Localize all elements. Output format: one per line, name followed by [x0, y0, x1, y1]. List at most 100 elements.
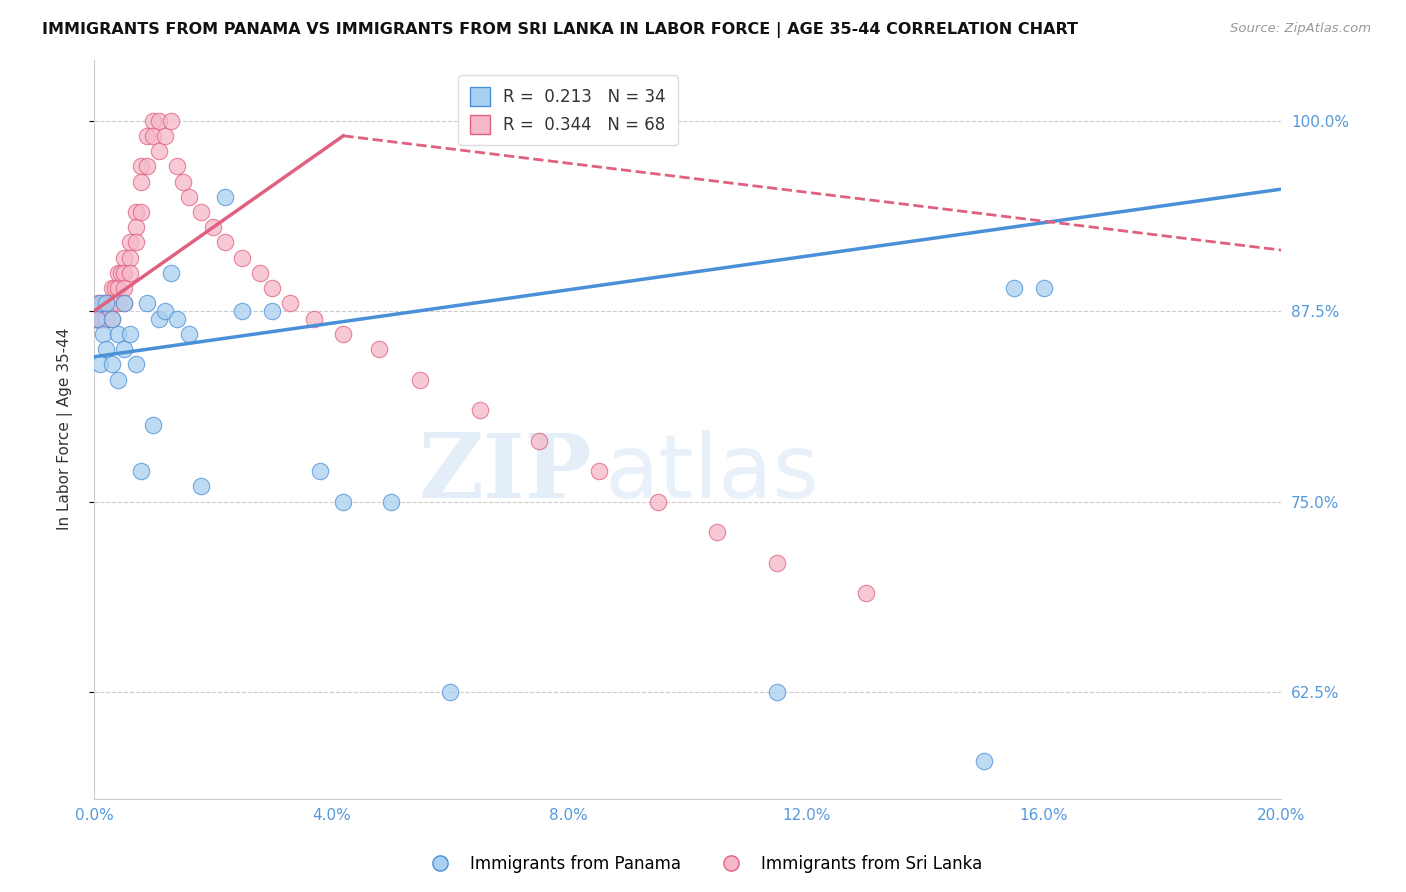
Point: [131, 205, 153, 219]
Point: [160, 113, 183, 128]
Point: [302, 311, 325, 326]
Point: [94, 296, 117, 310]
Point: [190, 479, 212, 493]
Point: [124, 220, 146, 235]
Point: [1032, 281, 1054, 295]
Text: Source: ZipAtlas.com: Source: ZipAtlas.com: [1230, 22, 1371, 36]
Point: [148, 144, 170, 158]
Point: [136, 296, 159, 310]
Point: [367, 342, 389, 356]
Y-axis label: In Labor Force | Age 35-44: In Labor Force | Age 35-44: [58, 328, 73, 531]
Point: [155, 304, 177, 318]
Point: [148, 311, 170, 326]
Point: [89, 311, 111, 326]
Point: [439, 685, 461, 699]
Point: [647, 494, 669, 508]
Point: [87, 311, 110, 326]
Point: [94, 311, 117, 326]
Point: [148, 113, 170, 128]
Point: [1002, 281, 1025, 295]
Point: [101, 296, 124, 310]
Point: [86, 311, 108, 326]
Point: [89, 296, 111, 310]
Point: [308, 464, 330, 478]
Legend: Immigrants from Panama, Immigrants from Sri Lanka: Immigrants from Panama, Immigrants from …: [416, 848, 990, 880]
Point: [104, 281, 127, 295]
Text: IMMIGRANTS FROM PANAMA VS IMMIGRANTS FROM SRI LANKA IN LABOR FORCE | AGE 35-44 C: IMMIGRANTS FROM PANAMA VS IMMIGRANTS FRO…: [42, 22, 1078, 38]
Point: [89, 311, 111, 326]
Point: [86, 311, 108, 326]
Text: ZIP: ZIP: [419, 430, 592, 517]
Point: [107, 296, 129, 310]
Point: [89, 311, 111, 326]
Point: [765, 685, 787, 699]
Point: [112, 281, 135, 295]
Point: [131, 159, 153, 173]
Point: [166, 311, 188, 326]
Point: [107, 281, 129, 295]
Point: [112, 296, 135, 310]
Point: [214, 235, 236, 250]
Point: [765, 556, 787, 570]
Point: [94, 296, 117, 310]
Point: [177, 326, 200, 341]
Point: [136, 128, 159, 143]
Point: [124, 358, 146, 372]
Point: [124, 205, 146, 219]
Point: [94, 311, 117, 326]
Point: [131, 175, 153, 189]
Legend: R =  0.213   N = 34, R =  0.344   N = 68: R = 0.213 N = 34, R = 0.344 N = 68: [458, 75, 678, 145]
Point: [262, 281, 284, 295]
Point: [278, 296, 301, 310]
Point: [231, 304, 253, 318]
Point: [112, 296, 135, 310]
Point: [107, 373, 129, 387]
Point: [142, 113, 165, 128]
Point: [172, 175, 194, 189]
Point: [131, 464, 153, 478]
Point: [89, 358, 111, 372]
Point: [142, 418, 165, 433]
Point: [84, 311, 107, 326]
Point: [142, 128, 165, 143]
Point: [112, 251, 135, 265]
Point: [97, 296, 120, 310]
Text: atlas: atlas: [605, 430, 820, 517]
Point: [91, 326, 114, 341]
Point: [527, 434, 550, 448]
Point: [588, 464, 610, 478]
Point: [231, 251, 253, 265]
Point: [101, 296, 124, 310]
Point: [332, 494, 354, 508]
Point: [110, 266, 132, 280]
Point: [86, 311, 108, 326]
Point: [107, 266, 129, 280]
Point: [118, 326, 141, 341]
Point: [409, 373, 432, 387]
Point: [380, 494, 402, 508]
Point: [112, 342, 135, 356]
Point: [160, 266, 183, 280]
Point: [87, 296, 110, 310]
Point: [201, 220, 224, 235]
Point: [118, 266, 141, 280]
Point: [94, 342, 117, 356]
Point: [155, 128, 177, 143]
Point: [107, 326, 129, 341]
Point: [249, 266, 271, 280]
Point: [118, 235, 141, 250]
Point: [94, 296, 117, 310]
Point: [136, 159, 159, 173]
Point: [190, 205, 212, 219]
Point: [177, 190, 200, 204]
Point: [101, 311, 124, 326]
Point: [262, 304, 284, 318]
Point: [332, 326, 354, 341]
Point: [101, 281, 124, 295]
Point: [86, 311, 108, 326]
Point: [101, 311, 124, 326]
Point: [214, 190, 236, 204]
Point: [124, 235, 146, 250]
Point: [973, 754, 995, 768]
Point: [91, 311, 114, 326]
